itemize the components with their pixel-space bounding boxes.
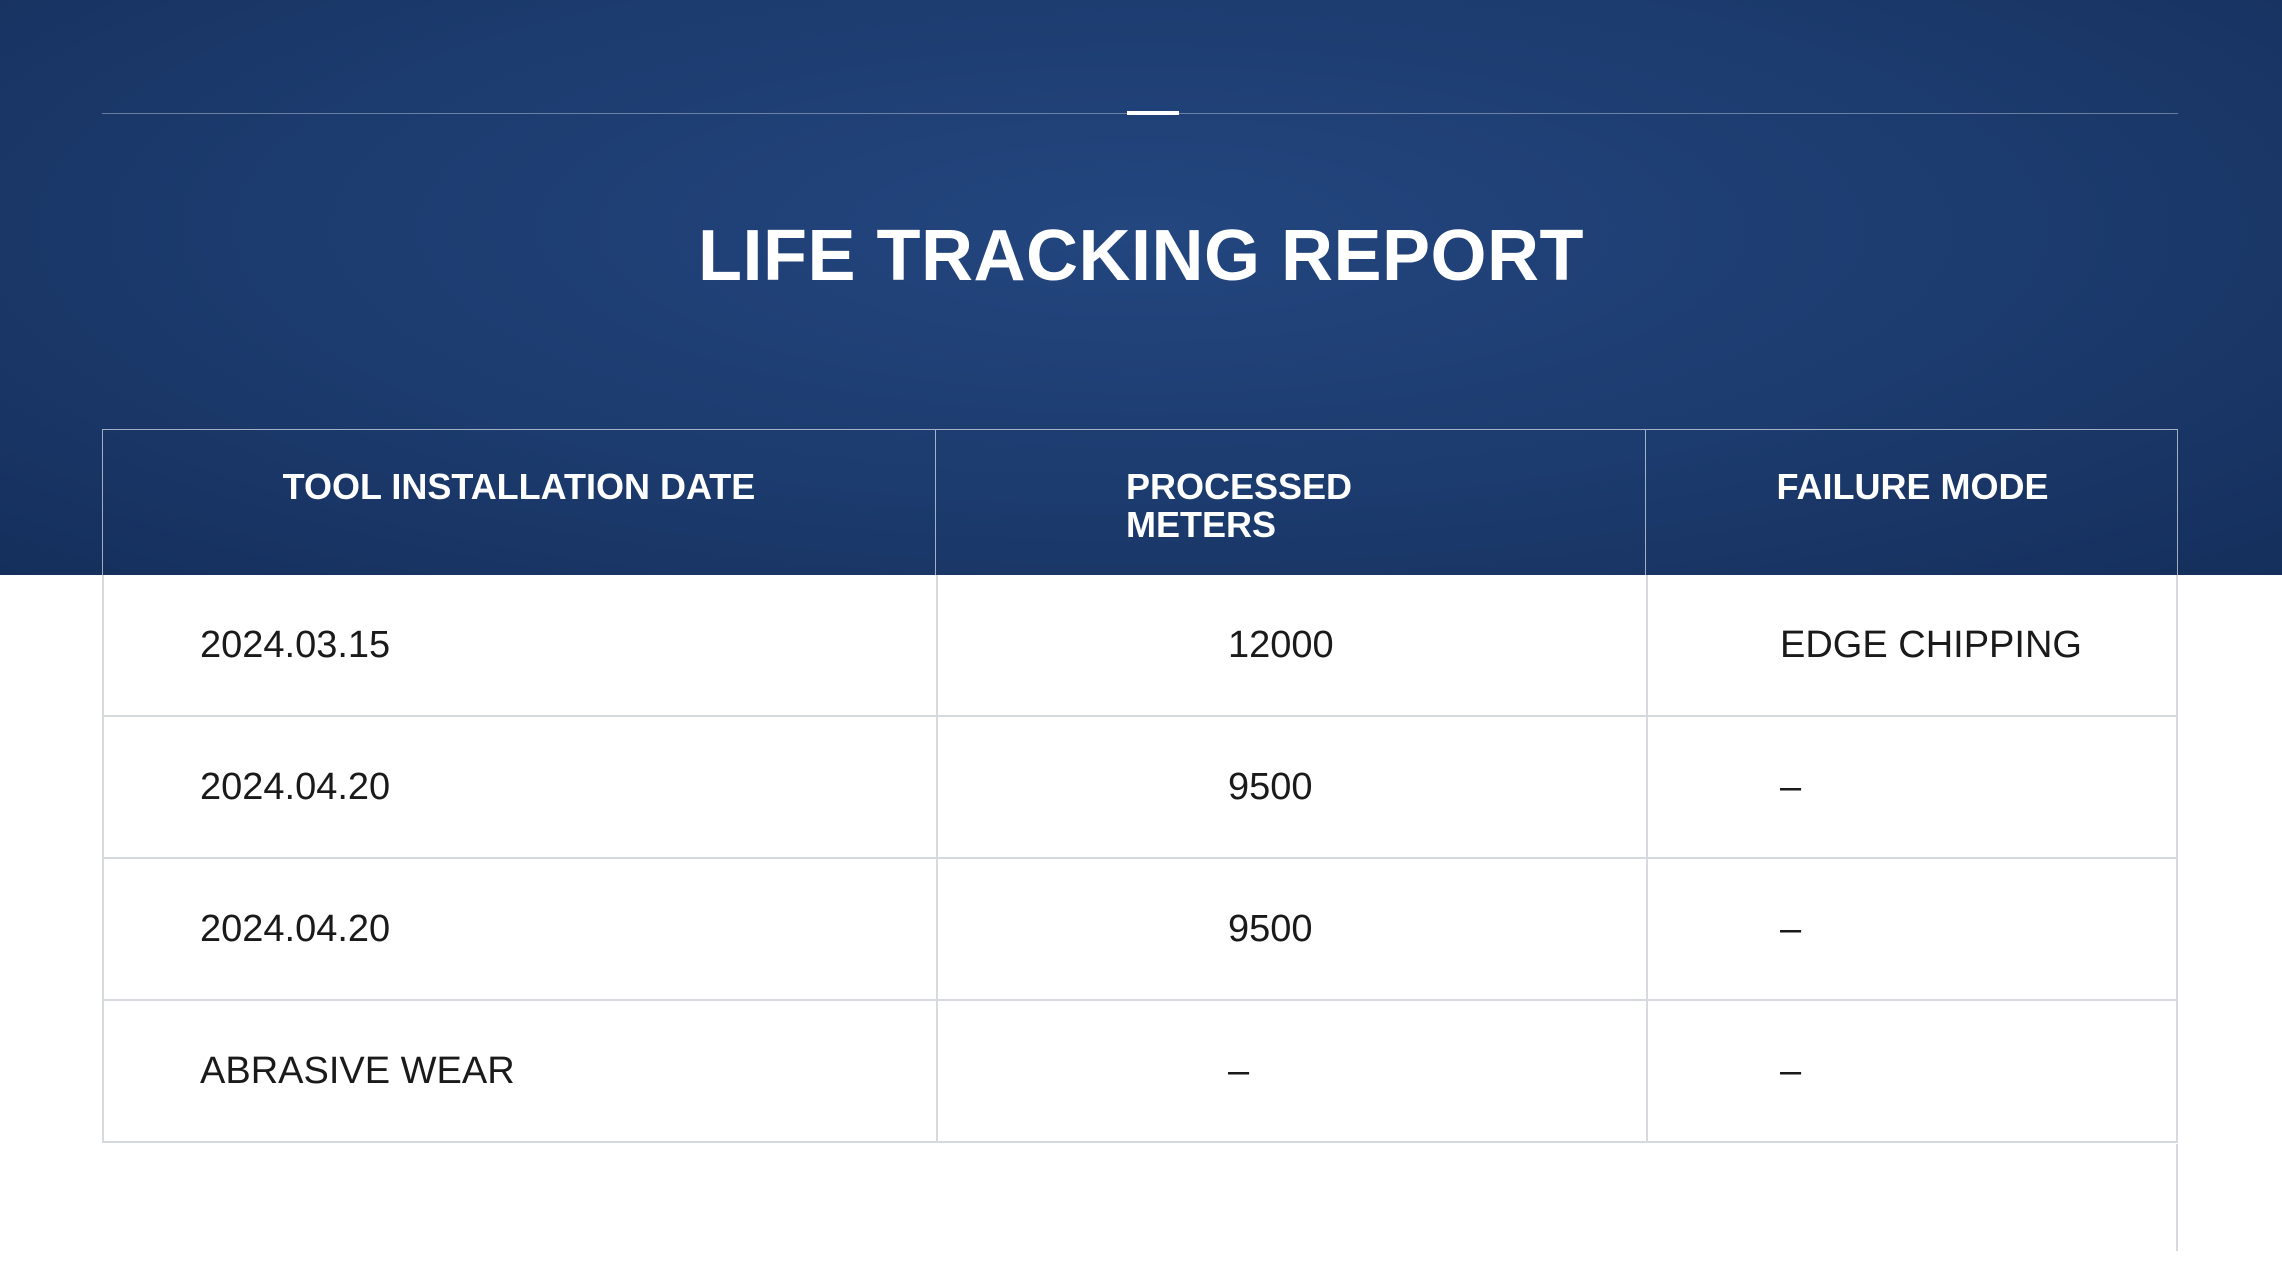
table-edge bbox=[2176, 1144, 2178, 1251]
table-cell: – bbox=[1646, 717, 2180, 857]
table-cell: 2024.03.15 bbox=[200, 623, 391, 666]
table-row: 2024.04.20 9500– bbox=[102, 859, 2178, 1001]
table-cell: – bbox=[1646, 1001, 2180, 1141]
table-cell: ABRASIVE WEAR bbox=[200, 1049, 515, 1092]
table-row: ABRASIVE WEAR – – bbox=[102, 1001, 2178, 1143]
table-cell: – bbox=[936, 1001, 1646, 1141]
table-cell: 9500 bbox=[936, 859, 1646, 999]
table-cell: 12000 bbox=[936, 575, 1646, 715]
report-table: TOOL INSTALLATION DATE PROCESSED METERS FA… bbox=[102, 429, 2178, 1143]
header-band: LIFE TRACKING REPORT bbox=[0, 0, 2282, 575]
column-header: PROCESSED METERS bbox=[935, 430, 1445, 575]
column-header: TOOL INSTALLATION DATE bbox=[282, 466, 756, 507]
column-header: FAILURE MODE bbox=[1645, 430, 2179, 575]
report-title: LIFE TRACKING REPORT bbox=[698, 216, 1584, 296]
table-cell: 2024.04.20 bbox=[200, 765, 391, 808]
table-row: 2024.03.15 12000 EDGE CHIPPING bbox=[102, 575, 2178, 717]
table-cell: 2024.04.20 bbox=[200, 907, 391, 950]
table-cell: – bbox=[1646, 859, 2180, 999]
table-cell: EDGE CHIPPING bbox=[1646, 575, 2180, 715]
table-cell: 9500 bbox=[936, 717, 1646, 857]
table-row: 2024.04.20 9500– bbox=[102, 717, 2178, 859]
header-row: TOOL INSTALLATION DATE PROCESSED METERS FA… bbox=[102, 429, 2178, 575]
accent-dash bbox=[1127, 111, 1179, 115]
